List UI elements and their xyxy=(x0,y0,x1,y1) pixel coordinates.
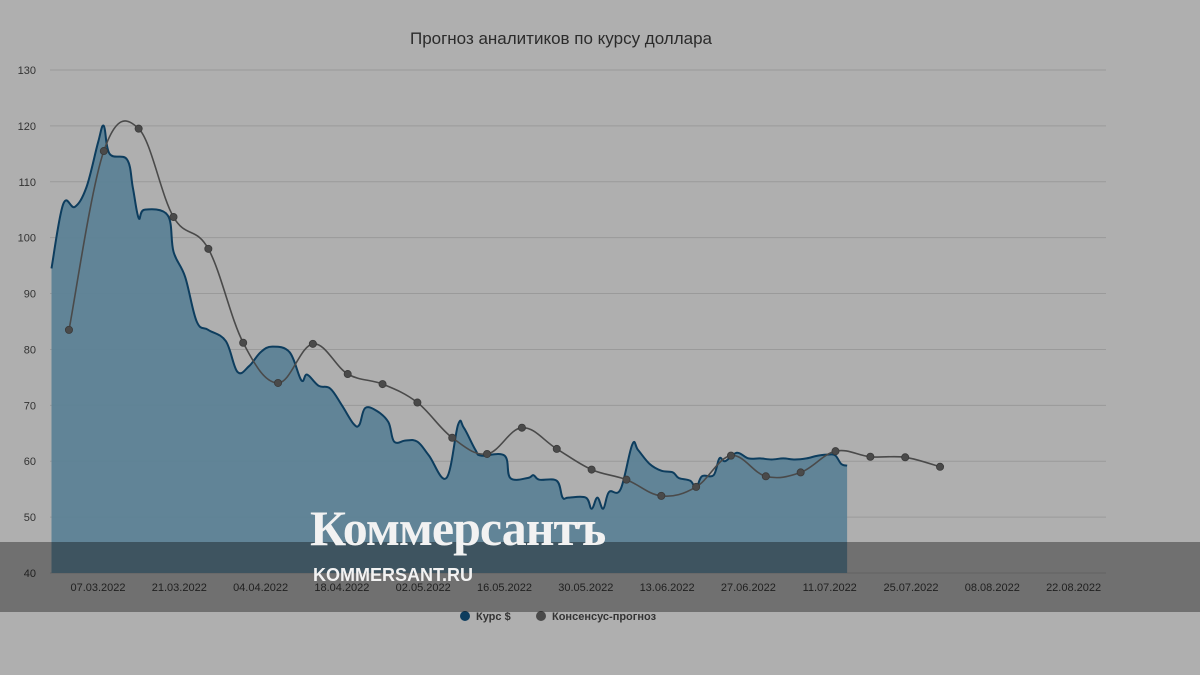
y-axis-ticks: 40 50 60 70 80 90 100 110 120 130 xyxy=(18,65,36,580)
chart-title: Прогноз аналитиков по курсу доллара xyxy=(410,29,713,48)
consensus-point xyxy=(936,462,945,471)
consensus-point xyxy=(378,380,387,389)
x-tick-label: 02.05.2022 xyxy=(396,582,451,594)
x-tick-label: 08.08.2022 xyxy=(965,582,1020,594)
consensus-point xyxy=(99,147,108,156)
legend: Курс $ Консенсус-прогноз xyxy=(460,611,657,623)
y-tick-label: 100 xyxy=(18,233,36,245)
consensus-point xyxy=(169,212,178,221)
consensus-point xyxy=(239,338,248,347)
area-fill-kurs xyxy=(51,125,848,573)
y-tick-label: 120 xyxy=(18,121,36,133)
consensus-point xyxy=(692,482,701,491)
watermark-url: KOMMERSANT.RU xyxy=(313,565,473,585)
consensus-point xyxy=(413,398,422,407)
consensus-point xyxy=(483,449,492,458)
series-area-layer xyxy=(50,124,848,573)
consensus-point xyxy=(448,433,457,442)
watermark-band xyxy=(0,542,1200,612)
x-tick-label: 11.07.2022 xyxy=(803,582,857,594)
legend-item[interactable]: Курс $ xyxy=(460,611,511,623)
consensus-point xyxy=(274,378,283,387)
legend-item[interactable]: Консенсус-прогноз xyxy=(536,611,657,623)
consensus-point xyxy=(622,475,631,484)
consensus-point xyxy=(866,452,875,461)
consensus-point xyxy=(134,124,143,133)
x-tick-label: 13.06.2022 xyxy=(640,582,695,594)
consensus-point xyxy=(901,453,910,462)
x-tick-label: 18.04.2022 xyxy=(314,582,369,594)
x-tick-label: 07.03.2022 xyxy=(70,582,125,594)
series-line-layer xyxy=(64,120,945,500)
x-tick-label: 25.07.2022 xyxy=(883,582,938,594)
y-tick-label: 70 xyxy=(24,400,36,412)
series-line-consensus xyxy=(68,120,941,497)
consensus-point xyxy=(657,491,666,500)
x-tick-label: 27.06.2022 xyxy=(721,582,776,594)
legend-label: Консенсус-прогноз xyxy=(552,611,657,623)
series-line-kurs xyxy=(50,124,848,510)
x-tick-label: 22.08.2022 xyxy=(1046,582,1101,594)
consensus-point xyxy=(726,451,735,460)
consensus-point xyxy=(204,244,213,253)
y-tick-label: 40 xyxy=(24,568,36,580)
y-tick-label: 90 xyxy=(24,289,36,301)
consensus-point xyxy=(517,423,526,432)
y-tick-label: 130 xyxy=(18,65,36,77)
consensus-point xyxy=(64,325,73,334)
x-tick-label: 16.05.2022 xyxy=(477,582,532,594)
consensus-point xyxy=(308,339,317,348)
x-tick-label: 30.05.2022 xyxy=(558,582,613,594)
y-tick-label: 110 xyxy=(18,177,36,189)
consensus-point xyxy=(761,472,770,481)
consensus-point xyxy=(796,468,805,477)
legend-marker xyxy=(536,611,546,621)
legend-marker xyxy=(460,611,470,621)
consensus-point xyxy=(831,447,840,456)
watermark-logo: Коммерсантъ xyxy=(310,500,606,556)
y-tick-label: 80 xyxy=(24,344,36,356)
x-tick-label: 04.04.2022 xyxy=(233,582,288,594)
y-tick-label: 50 xyxy=(24,512,36,524)
consensus-point xyxy=(343,370,352,379)
x-tick-label: 21.03.2022 xyxy=(152,582,207,594)
consensus-point xyxy=(587,465,596,474)
x-axis-ticks: 07.03.2022 21.03.2022 04.04.2022 18.04.2022… xyxy=(70,582,1101,594)
consensus-point xyxy=(552,444,561,453)
legend-label: Курс $ xyxy=(476,611,511,623)
y-tick-label: 60 xyxy=(24,456,36,468)
